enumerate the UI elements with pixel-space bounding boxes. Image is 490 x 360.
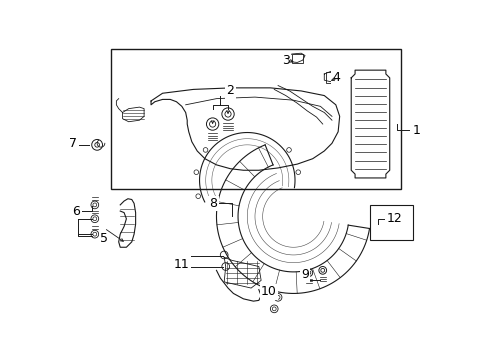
Bar xyxy=(370,205,413,239)
Text: 11: 11 xyxy=(174,258,190,271)
Bar xyxy=(111,49,401,189)
Text: 2: 2 xyxy=(226,85,234,98)
Text: 7: 7 xyxy=(69,137,77,150)
Text: 5: 5 xyxy=(100,231,108,244)
Bar xyxy=(292,54,303,63)
Text: 9: 9 xyxy=(301,268,309,281)
Text: 3: 3 xyxy=(282,54,290,67)
Bar xyxy=(326,72,335,83)
Text: 4: 4 xyxy=(333,71,341,84)
Text: 6: 6 xyxy=(73,204,80,217)
Text: 12: 12 xyxy=(387,212,402,225)
Text: 1: 1 xyxy=(413,124,420,137)
Text: 10: 10 xyxy=(261,285,277,298)
Text: 8: 8 xyxy=(209,197,218,210)
